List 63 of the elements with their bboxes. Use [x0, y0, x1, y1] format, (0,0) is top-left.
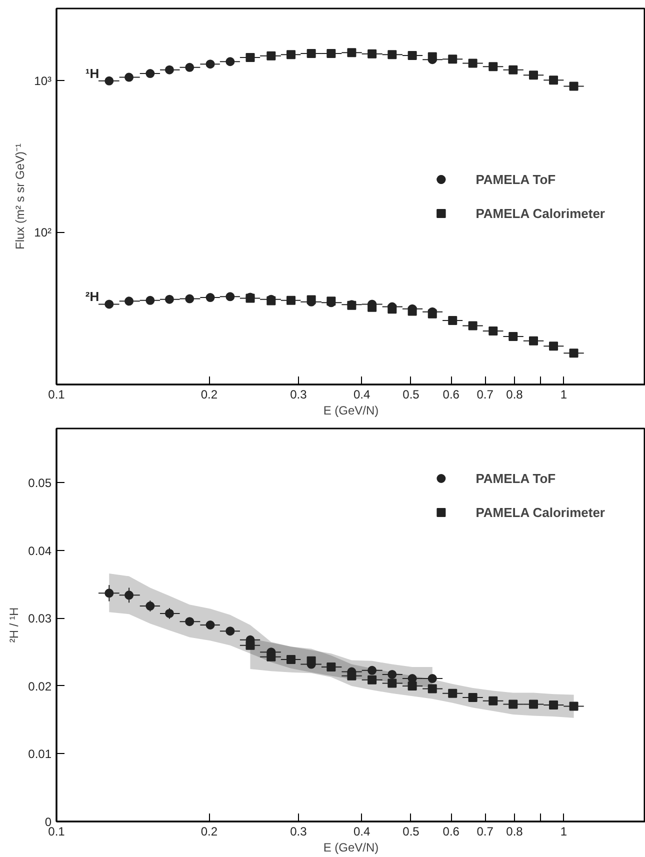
- point: [388, 50, 397, 60]
- point: [468, 58, 478, 68]
- y-tick-label: 0.02: [28, 679, 52, 694]
- x-tick-label: 0.7: [476, 824, 494, 838]
- point: [408, 50, 417, 60]
- point: [549, 342, 558, 351]
- point: [528, 336, 538, 346]
- x-tick-label: 0.2: [200, 388, 218, 402]
- legend-label: PAMELA Calorimeter: [476, 504, 605, 520]
- point: [286, 50, 296, 60]
- x-tick-label: 0.4: [354, 388, 371, 402]
- x-tick-label: 0.1: [48, 824, 66, 838]
- x-tick-label: 1: [560, 388, 568, 402]
- x-tick-label: 0.5: [402, 388, 420, 402]
- x-tick-label: 0.4: [354, 824, 371, 838]
- x-tick-label: 0.6: [442, 824, 460, 838]
- y-tick-label: 0.05: [28, 476, 52, 490]
- point: [528, 70, 538, 80]
- legend-label: PAMELA ToF: [476, 172, 556, 186]
- point: [508, 65, 518, 74]
- x-tick-label: 0.5: [402, 824, 420, 838]
- x-tick-label: 0.3: [290, 388, 308, 402]
- x-tick-label: 0.8: [506, 824, 524, 838]
- point: [246, 53, 255, 62]
- x-tick-label: 0.1: [48, 388, 66, 402]
- point: [448, 54, 458, 64]
- point: [347, 48, 356, 58]
- point: [326, 48, 336, 58]
- y-axis-title: Flux (m² s sr GeV)⁻¹: [13, 143, 28, 250]
- x-axis-title: E (GeV/N): [323, 840, 379, 854]
- y-tick-label: 10²: [34, 226, 52, 240]
- point: [408, 306, 417, 316]
- point: [306, 48, 316, 58]
- y-tick-label: 0.03: [28, 612, 52, 626]
- point: [368, 49, 377, 58]
- x-tick-label: 0.6: [442, 388, 460, 402]
- annotation: ²H: [85, 289, 100, 304]
- y-axis-title: ²H / ¹H: [7, 607, 22, 643]
- x-tick-label: 0.7: [476, 388, 494, 402]
- legend-label: PAMELA Calorimeter: [476, 206, 605, 220]
- point: [488, 326, 498, 336]
- point: [388, 304, 397, 314]
- y-tick-label: 0.04: [28, 544, 52, 558]
- point: [428, 52, 437, 62]
- legend-label: PAMELA ToF: [476, 470, 556, 486]
- annotation: ¹H: [85, 66, 100, 81]
- x-axis-title: E (GeV/N): [323, 404, 379, 418]
- y-tick-label: 0.01: [28, 747, 52, 762]
- y-tick-label: 10³: [34, 74, 52, 88]
- point: [569, 348, 578, 358]
- point: [488, 62, 498, 72]
- x-tick-label: 0.8: [506, 388, 524, 402]
- point: [286, 296, 296, 305]
- point: [549, 76, 558, 85]
- point: [266, 51, 276, 60]
- point: [468, 321, 478, 330]
- point: [569, 82, 578, 91]
- x-tick-label: 0.3: [290, 824, 308, 838]
- point: [508, 332, 518, 342]
- point: [368, 302, 377, 312]
- x-tick-label: 0.2: [200, 824, 218, 838]
- x-tick-label: 1: [560, 824, 568, 838]
- point: [448, 316, 458, 326]
